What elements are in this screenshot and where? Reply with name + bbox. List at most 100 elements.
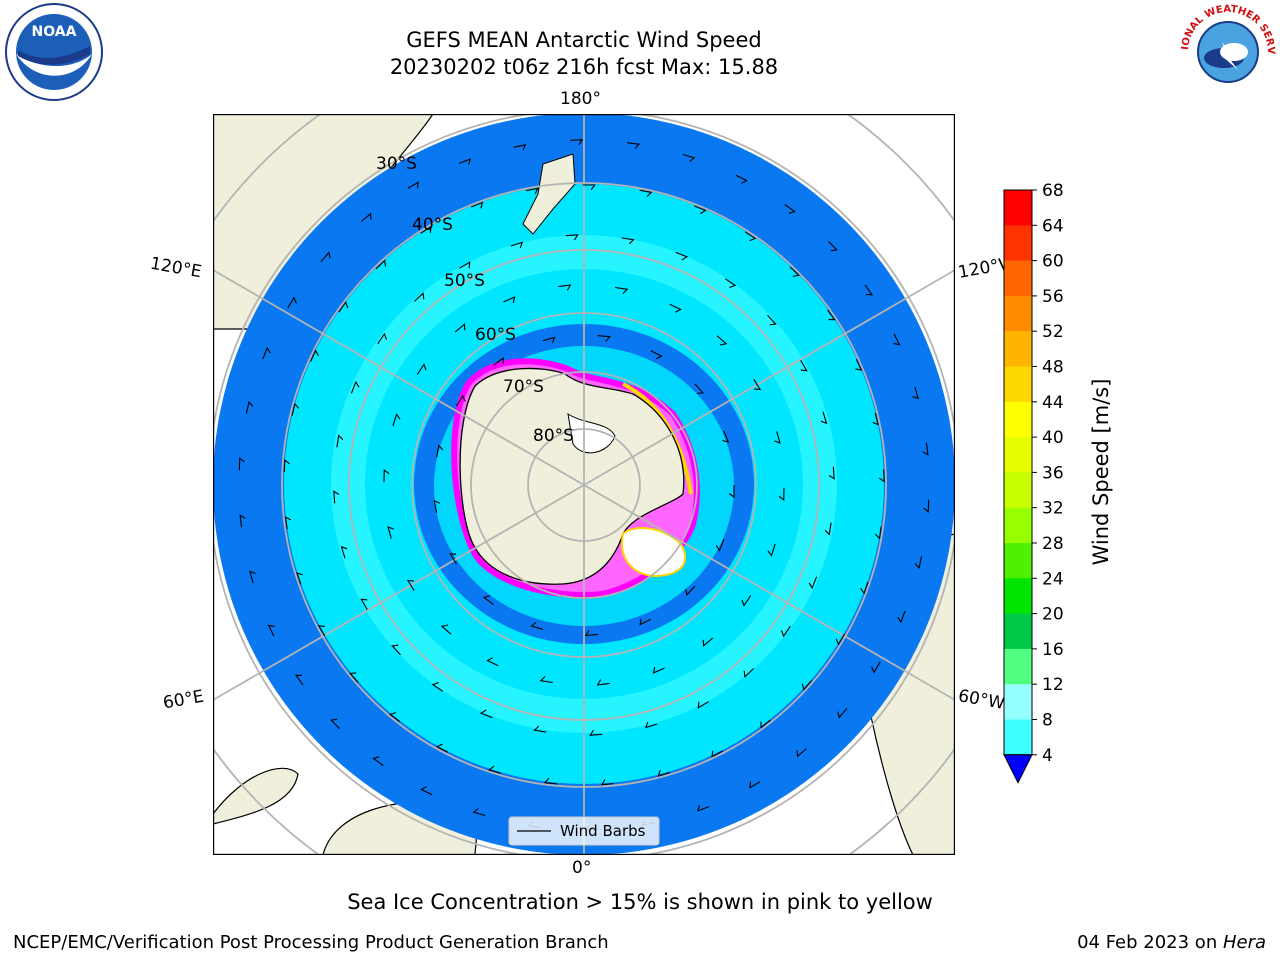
colorbar-segment xyxy=(1004,507,1032,544)
wind-barb xyxy=(722,430,730,443)
wind-barb xyxy=(420,786,433,796)
colorbar-segment xyxy=(1004,366,1032,403)
host-text: Hera xyxy=(1222,932,1266,953)
colorbar-tick-label: 36 xyxy=(1042,463,1064,483)
wind-barb xyxy=(392,413,401,427)
antarctica-land xyxy=(459,367,685,585)
colorbar-segment xyxy=(1004,401,1032,438)
wind-barb xyxy=(669,303,682,313)
colorbar-label: Wind Speed [m/s] xyxy=(1089,379,1113,566)
wind-barb xyxy=(912,386,920,400)
wind-barb xyxy=(420,225,432,234)
wind-barb xyxy=(372,756,384,766)
wind-barb xyxy=(627,142,641,149)
wind-barb xyxy=(596,679,610,686)
sea-ice-yellow xyxy=(622,382,693,495)
colorbar-segment xyxy=(1004,684,1032,720)
colorbar-tick-label: 64 xyxy=(1042,216,1064,236)
wind-barb xyxy=(860,581,869,595)
wind-barb xyxy=(375,259,387,270)
wind-barb xyxy=(716,335,728,346)
lon-label-bottom: 0° xyxy=(572,858,592,878)
wind-barb xyxy=(317,625,326,637)
antarctic-map: 30°S 40°S 50°S 60°S 70°S 80°S Wind Barbs xyxy=(213,114,955,855)
wind-barb xyxy=(724,278,737,289)
map-legend xyxy=(508,816,660,846)
wind-barb xyxy=(377,332,388,345)
colorbar: 68 64 60 56 52 48 44 40 36 32 28 24 20 16 12 8 4 Wind Sp… xyxy=(1003,181,1113,784)
wind-barb xyxy=(284,516,292,530)
wind-barb xyxy=(350,380,360,394)
wind-barb xyxy=(621,237,635,245)
colorbar-segment xyxy=(1004,190,1032,226)
lat-label-80s: 80°S xyxy=(533,426,574,446)
wind-barb xyxy=(482,595,494,606)
wind-barb xyxy=(767,543,776,557)
wind-barb xyxy=(330,718,341,730)
wind-barb xyxy=(801,680,813,691)
wind-barb xyxy=(388,712,400,723)
lat-label-70s: 70°S xyxy=(503,377,544,397)
wind-barb xyxy=(530,621,544,630)
wind-barb xyxy=(320,251,331,263)
noaa-logo-text: NOAA xyxy=(32,24,77,40)
colorbar-segment xyxy=(1004,648,1032,685)
wind-barb xyxy=(338,301,349,313)
nz-land xyxy=(522,153,576,235)
wind-barb xyxy=(413,292,425,302)
wind-barb xyxy=(715,538,725,552)
colorbar-extend-arrow xyxy=(1003,754,1033,784)
wind-barb xyxy=(796,748,807,758)
wind-barb xyxy=(864,284,874,296)
wind-barb xyxy=(333,490,340,504)
wind-barb xyxy=(702,637,714,647)
wind-barb xyxy=(433,499,441,513)
wind-barb xyxy=(582,184,596,191)
wind-barb xyxy=(728,485,735,499)
wind-barb xyxy=(749,781,761,789)
colorbar-segment xyxy=(1004,543,1032,579)
colorbar-tick-label: 16 xyxy=(1042,640,1064,660)
wind-barb xyxy=(436,444,444,458)
wind-barb xyxy=(416,363,427,375)
wind-barb xyxy=(744,231,757,242)
colorbar-tick-label: 32 xyxy=(1042,499,1064,519)
date-text: 04 Feb 2023 on Hera xyxy=(1077,932,1266,953)
wind-barb xyxy=(493,357,504,366)
wind-barb xyxy=(431,681,444,692)
wind-barb xyxy=(871,661,881,674)
wind-barb xyxy=(503,296,516,304)
wind-barb xyxy=(406,579,415,591)
wind-barb xyxy=(287,296,297,309)
wind-barb xyxy=(789,266,800,277)
wind-barb xyxy=(291,402,300,416)
wind-barb xyxy=(383,469,390,483)
colorbar-segment xyxy=(1004,260,1032,297)
lon-label-120e: 120°E xyxy=(148,253,204,283)
wind-barb xyxy=(283,459,290,473)
wind-barb xyxy=(486,657,499,667)
wind-barb xyxy=(743,668,755,678)
lat-label-40s: 40°S xyxy=(412,215,453,235)
wind-barb xyxy=(760,719,771,729)
wind-barb xyxy=(361,212,372,222)
wind-barb xyxy=(584,630,598,637)
wind-barb xyxy=(657,770,670,777)
antarctic-peninsula-ice xyxy=(621,527,686,578)
colorbar-tick-label: 40 xyxy=(1042,428,1064,448)
colorbar-tick-label: 60 xyxy=(1042,252,1064,272)
wind-barb xyxy=(685,585,696,597)
colorbar-segment xyxy=(1004,225,1032,262)
wind-barb xyxy=(435,743,448,753)
wind-barb xyxy=(262,346,271,360)
wind-barb xyxy=(893,333,901,346)
legend-label: Wind Barbs xyxy=(560,822,646,840)
wind-barb xyxy=(753,379,762,391)
wind-barb xyxy=(459,261,471,269)
wind-barb xyxy=(650,350,663,360)
wind-barb xyxy=(565,234,579,241)
wind-barb xyxy=(479,709,493,719)
wind-barb xyxy=(387,526,394,539)
colorbar-tick-label: 44 xyxy=(1042,393,1064,413)
wind-barb xyxy=(914,556,923,570)
